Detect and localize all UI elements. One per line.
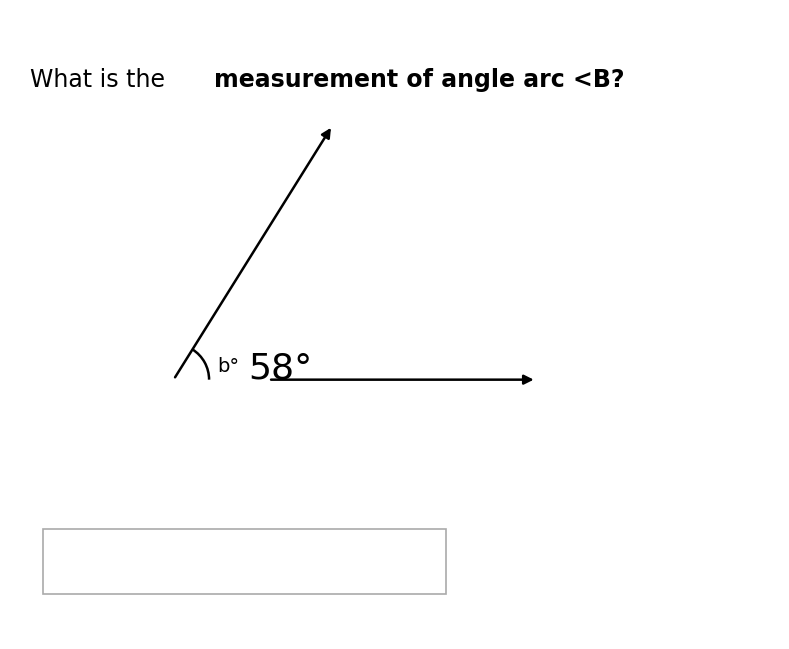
Text: measurement of angle arc <B?: measurement of angle arc <B? [214,68,624,92]
Bar [43,529,446,594]
Text: 58°: 58° [249,352,312,386]
Text: What is the: What is the [30,68,173,92]
Text: b°: b° [217,357,239,376]
